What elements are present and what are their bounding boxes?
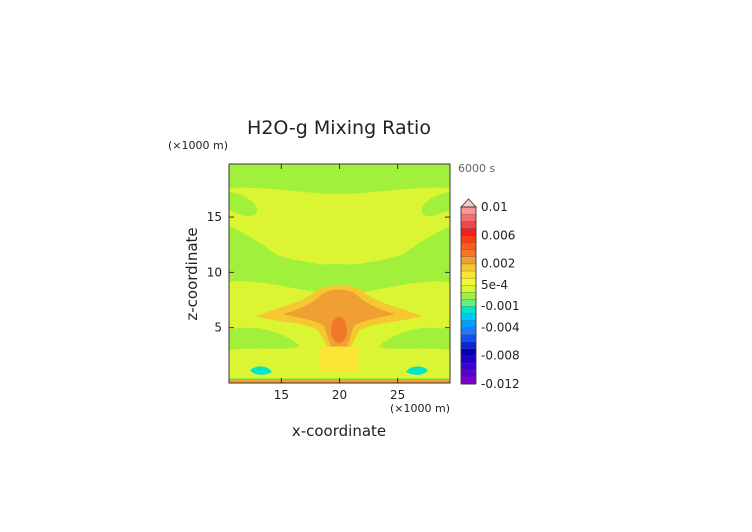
colorbar	[460, 198, 477, 385]
colorbar-segment	[460, 270, 477, 279]
chart-title: H2O-g Mixing Ratio	[247, 117, 431, 139]
mixing-ratio-field	[229, 187, 450, 383]
y-axis: 5 10 15	[207, 210, 450, 335]
yellow-upper-band	[229, 187, 450, 265]
colorbar-segment	[460, 376, 477, 385]
y-tick-label: 15	[207, 210, 222, 224]
cyan-patch-left	[250, 366, 272, 375]
x-unit-label: (×1000 m)	[390, 402, 450, 415]
colorbar-segment	[460, 334, 477, 342]
y-tick-label: 10	[207, 265, 222, 279]
time-label: 6000 s	[458, 162, 495, 175]
green-wedge-left	[229, 226, 300, 272]
colorbar-segment	[460, 284, 477, 293]
colorbar-segment	[460, 206, 477, 215]
colorbar-tick-label: -0.004	[481, 320, 520, 334]
colorbar-tick-label: -0.012	[481, 377, 520, 391]
stem-light	[318, 346, 360, 372]
colorbar-segment	[460, 327, 477, 335]
colorbar-segment	[460, 263, 477, 272]
colorbar-segment	[460, 369, 477, 378]
colorbar-segment	[460, 341, 477, 350]
colorbar-segment	[460, 235, 477, 243]
colorbar-segment	[460, 355, 477, 364]
colorbar-over-arrow	[460, 198, 477, 208]
x-tick-label: 15	[274, 388, 289, 402]
x-tick-label: 25	[390, 388, 405, 402]
colorbar-tick-label: 0.006	[481, 228, 515, 242]
y-tick-label: 5	[214, 321, 222, 335]
x-axis-label: x-coordinate	[292, 422, 386, 440]
colorbar-tick-label: 5e-4	[481, 278, 508, 292]
x-axis: 15 20 25	[274, 164, 405, 402]
y-axis-label: z-coordinate	[183, 227, 201, 320]
cyan-patch-right	[406, 366, 428, 375]
colorbar-segment	[460, 242, 477, 250]
colorbar-segment	[460, 228, 477, 236]
colorbar-tick-label: 0.01	[481, 200, 508, 214]
colorbar-segment	[460, 221, 477, 229]
green-wedge-right	[379, 226, 450, 272]
colorbar-segment	[460, 277, 477, 286]
green-strip-right	[379, 327, 450, 350]
colorbar-segment	[460, 256, 477, 265]
colorbar-tick-label: 0.002	[481, 257, 515, 271]
green-patch-right	[421, 192, 450, 217]
colorbar-segment	[460, 298, 477, 307]
green-arc-center	[306, 264, 372, 276]
colorbar-frame	[460, 206, 477, 385]
green-strip-left	[229, 327, 300, 350]
colorbar-segment	[460, 305, 477, 314]
colorbar-segment	[460, 313, 477, 321]
plot-area	[228, 163, 451, 384]
x-tick-label: 20	[332, 388, 347, 402]
colorbar-segment	[460, 320, 477, 328]
colorbar-segment	[460, 348, 477, 357]
colorbar-segment	[460, 249, 477, 258]
colorbar-segment	[460, 291, 477, 300]
green-patch-left	[229, 192, 258, 217]
colorbar-labels: 0.01 0.006 0.002 5e-4 -0.001 -0.004 -0.008 -0.0…	[481, 200, 520, 391]
y-unit-label: (×1000 m)	[168, 139, 228, 152]
colorbar-segment	[460, 213, 477, 222]
colorbar-segment	[460, 362, 477, 371]
colorbar-tick-label: -0.001	[481, 299, 520, 313]
dark-orange-core	[331, 317, 347, 343]
colorbar-tick-label: -0.008	[481, 349, 520, 363]
